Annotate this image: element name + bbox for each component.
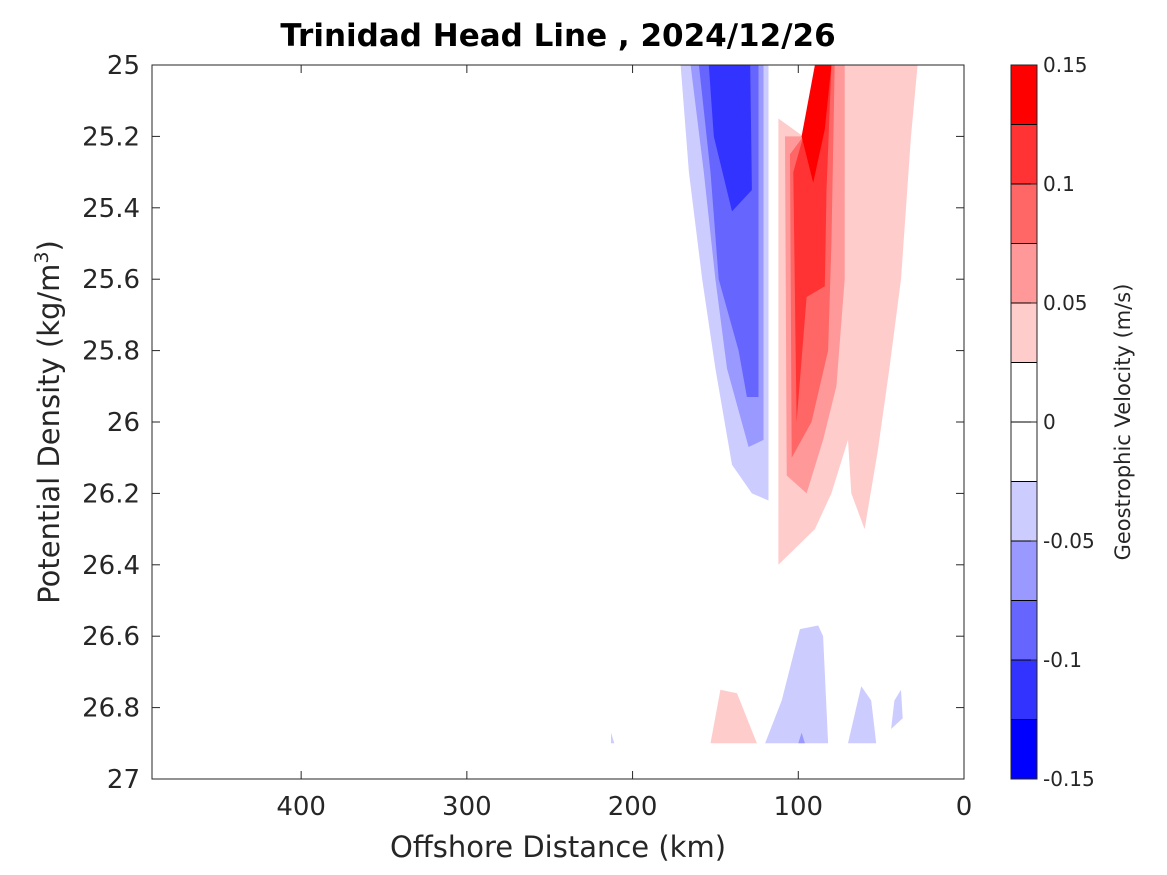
y-tick-label-9: 26.8 xyxy=(82,694,140,724)
contour-region-7 xyxy=(793,65,832,422)
contour-region-9 xyxy=(710,689,757,744)
contour-region-14 xyxy=(798,732,805,744)
colorbar-tick-label-4: -0.05 xyxy=(1043,529,1095,553)
colorbar: 0.15 0.1 0.05 0 -0.05 -0.1 -0.15 xyxy=(1010,53,1095,791)
x-tick-label-1: 300 xyxy=(442,792,492,822)
colorbar-band-11 xyxy=(1011,719,1037,780)
y-tick-label-0: 25 xyxy=(107,51,140,81)
x-tick-label-0: 400 xyxy=(276,792,326,822)
colorbar-band-0 xyxy=(1011,65,1037,125)
y-tick-label-6: 26.2 xyxy=(82,479,140,509)
contour-region-12 xyxy=(891,689,903,729)
y-tick-label-7: 26.4 xyxy=(82,551,140,581)
chart-title: Trinidad Head Line , 2024/12/26 xyxy=(280,18,835,54)
colorbar-band-6 xyxy=(1011,422,1037,482)
x-tick-label-4: 0 xyxy=(956,792,973,822)
y-tick-label-1: 25.2 xyxy=(82,122,140,152)
colorbar-tick-label-6: -0.15 xyxy=(1043,767,1095,791)
y-axis-label-prefix: Potential Density (kg/m xyxy=(32,264,66,604)
colorbar-tick-label-3: 0 xyxy=(1043,410,1056,434)
colorbar-band-5 xyxy=(1011,362,1037,423)
colorbar-band-9 xyxy=(1011,600,1037,661)
colorbar-tick-label-0: 0.15 xyxy=(1043,53,1088,77)
y-tick-label-8: 26.6 xyxy=(82,622,140,652)
x-axis-label: Offshore Distance (km) xyxy=(390,830,726,864)
contour-region-3 xyxy=(708,65,752,212)
colorbar-band-2 xyxy=(1011,184,1037,244)
colorbar-band-8 xyxy=(1011,541,1037,601)
contour-region-8 xyxy=(801,65,832,183)
colorbar-label: Geostrophic Velocity (m/s) xyxy=(1111,284,1135,561)
y-tick-label-2: 25.4 xyxy=(82,194,140,224)
y-axis: 25 25.2 25.4 25.6 25.8 26 26.2 26.4 26.6 26.8 27 xyxy=(82,51,964,795)
colorbar-tick-label-2: 0.05 xyxy=(1043,291,1088,315)
y-tick-label-4: 25.8 xyxy=(82,337,140,367)
y-axis-label-suffix: ) xyxy=(32,240,66,251)
x-axis: 400 300 200 100 0 xyxy=(276,65,972,822)
contour-regions xyxy=(611,65,918,744)
colorbar-band-1 xyxy=(1011,124,1037,185)
x-tick-label-2: 200 xyxy=(608,792,658,822)
y-tick-label-3: 25.6 xyxy=(82,265,140,295)
colorbar-tick-label-5: -0.1 xyxy=(1043,648,1082,672)
colorbar-tick-label-1: 0.1 xyxy=(1043,172,1075,196)
y-tick-label-10: 27 xyxy=(107,765,140,795)
y-axis-label-superscript: 3 xyxy=(31,251,53,263)
contour-region-11 xyxy=(848,686,877,744)
colorbar-band-7 xyxy=(1011,481,1037,542)
x-tick-label-3: 100 xyxy=(773,792,823,822)
contour-region-10 xyxy=(765,625,829,744)
y-tick-label-5: 26 xyxy=(107,408,140,438)
colorbar-band-4 xyxy=(1011,303,1037,363)
contour-region-13 xyxy=(611,732,615,744)
colorbar-band-3 xyxy=(1011,243,1037,304)
y-axis-label: Potential Density (kg/m3) xyxy=(31,240,66,604)
colorbar-band-10 xyxy=(1011,660,1037,720)
